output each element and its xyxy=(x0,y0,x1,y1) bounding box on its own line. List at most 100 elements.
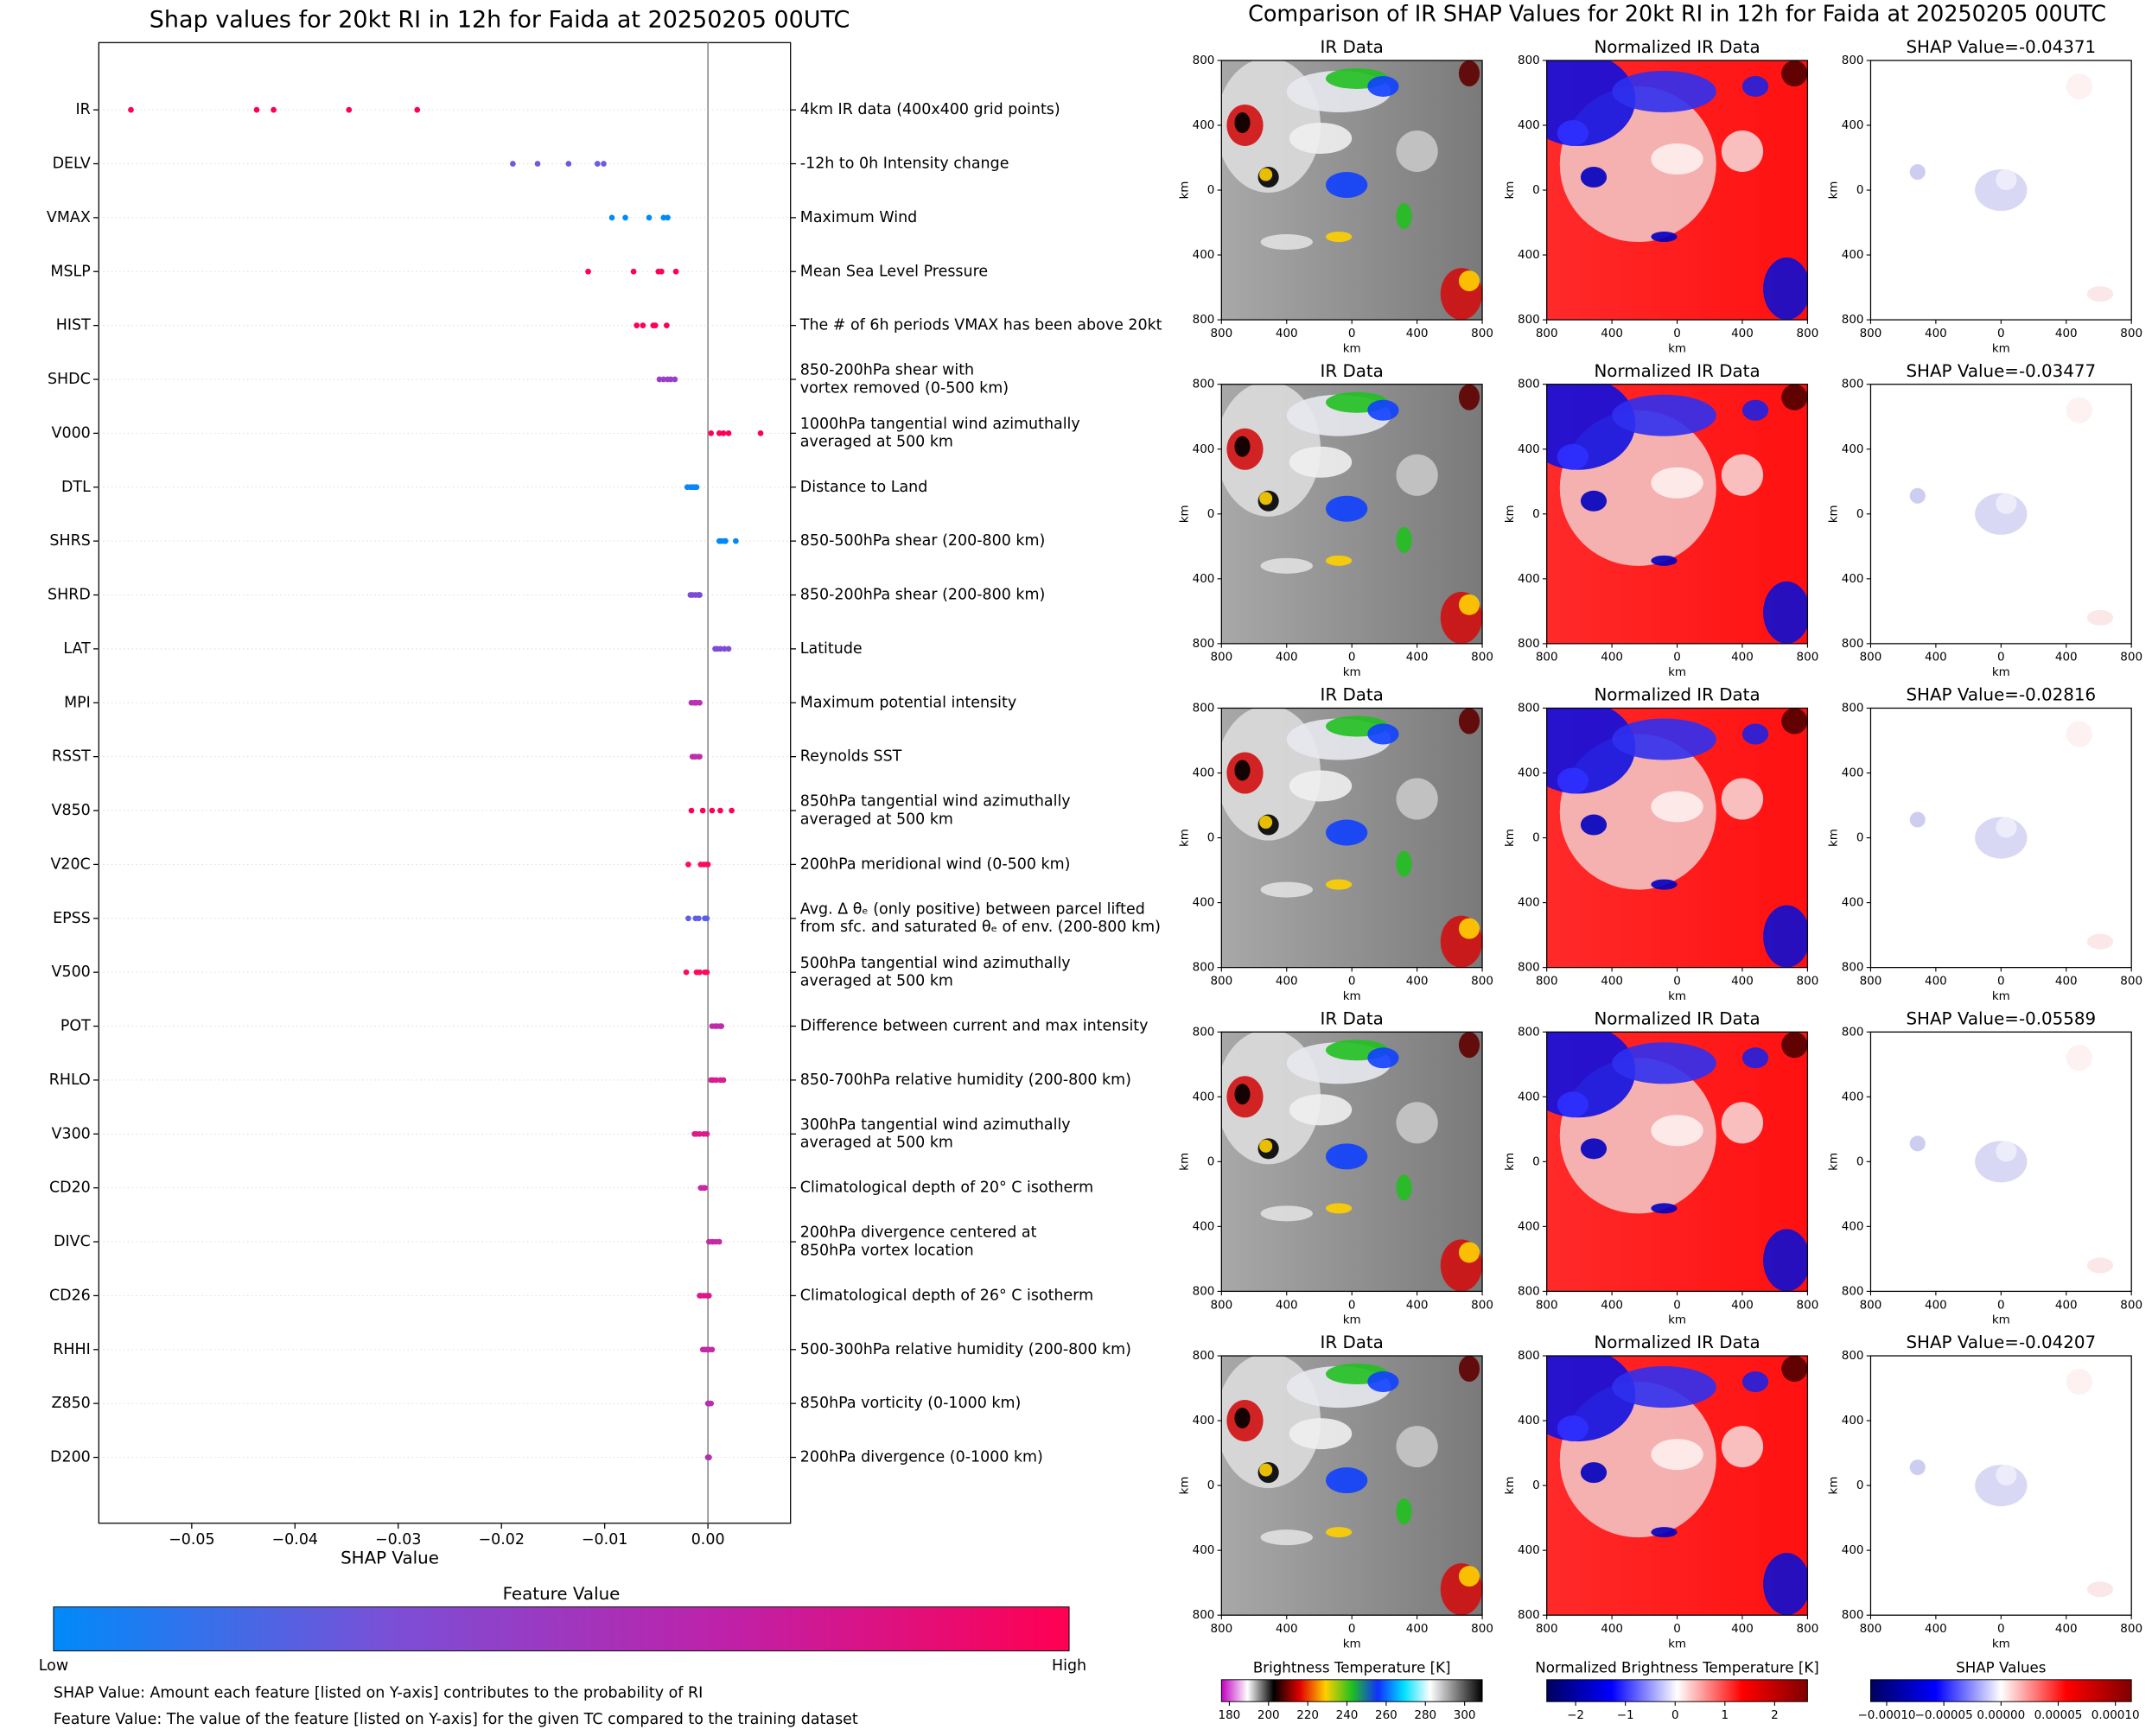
panel-feature xyxy=(1651,467,1703,499)
shap-point xyxy=(697,969,703,976)
x-tick-label: 800 xyxy=(1860,1622,1882,1636)
feature-label: VMAX xyxy=(47,209,91,226)
x-tick-label: 800 xyxy=(1210,1298,1232,1312)
colorbar-tick-label: −2 xyxy=(1567,1708,1584,1722)
x-tick-label: 400 xyxy=(1731,1298,1754,1312)
y-tick-label: 800 xyxy=(1842,1025,1864,1039)
y-tick-label: 800 xyxy=(1518,378,1540,391)
x-tick-label: 400 xyxy=(1276,975,1298,989)
feature-description: 500-300hPa relative humidity (200-800 km… xyxy=(800,1341,1131,1358)
shap-point xyxy=(534,161,541,167)
y-tick-label: 400 xyxy=(1518,572,1540,586)
panel-feature xyxy=(1326,555,1353,566)
panel-feature xyxy=(1260,1529,1313,1546)
colorbar xyxy=(1220,1679,1483,1702)
x-tick-label: 800 xyxy=(1536,1298,1558,1312)
y-tick-label: 400 xyxy=(1518,766,1540,780)
x-tick-label: 400 xyxy=(1925,1622,1947,1636)
colorbar-tick-label: −1 xyxy=(1617,1708,1634,1722)
colorbar-title: Feature Value xyxy=(503,1584,621,1604)
panel-feature xyxy=(1909,1459,1926,1476)
y-axis-label: km xyxy=(1827,1153,1841,1171)
panel-feature xyxy=(1458,708,1480,734)
shap-point xyxy=(717,807,723,814)
feature-description: 200hPa meridional wind (0-500 km) xyxy=(800,855,1071,873)
x-tick-label: 400 xyxy=(2055,1622,2078,1636)
panel-feature xyxy=(2066,1369,2092,1396)
y-tick-label: 800 xyxy=(1518,54,1540,67)
panel-feature xyxy=(1741,75,1769,97)
y-tick-label: 800 xyxy=(1842,961,1864,975)
x-tick-label: 400 xyxy=(1731,327,1754,340)
colorbar-tick-label: 2 xyxy=(1771,1708,1779,1722)
panel-feature xyxy=(1259,168,1273,181)
feature-label: RHLO xyxy=(49,1071,91,1089)
y-tick-label: 800 xyxy=(1193,961,1215,975)
x-tick-label: 800 xyxy=(1536,327,1558,340)
y-tick-label: 0 xyxy=(1532,507,1540,521)
y-tick-label: 800 xyxy=(1842,1284,1864,1298)
feature-label: IR xyxy=(76,101,91,118)
colorbar-tick-label: 300 xyxy=(1454,1708,1476,1722)
shap-point xyxy=(721,645,728,652)
y-axis-label: km xyxy=(1503,829,1517,847)
y-tick-label: 0 xyxy=(1207,507,1215,521)
shap-point xyxy=(705,1293,712,1299)
shap-point xyxy=(659,268,665,275)
feature-label: SHRS xyxy=(49,532,90,550)
feature-description: 850hPa tangential wind azimuthally xyxy=(800,793,1071,811)
x-tick-label: 400 xyxy=(1601,1298,1623,1312)
feature-label: V850 xyxy=(52,802,91,819)
colorbar-tick-label: 220 xyxy=(1296,1708,1319,1722)
y-tick-label: 0 xyxy=(1856,831,1864,845)
feature-description: Avg. Δ θₑ (only positive) between parcel… xyxy=(800,900,1145,918)
y-tick-label: 400 xyxy=(1193,1543,1215,1557)
panel-image xyxy=(1221,1356,1483,1616)
panel-feature xyxy=(1612,1042,1716,1084)
feature-description: 850hPa vorticity (0-1000 km) xyxy=(800,1395,1022,1412)
panel-feature xyxy=(2086,1581,2114,1598)
colorbar-tick-label: 0.00010 xyxy=(2092,1708,2140,1722)
x-tick-label: 400 xyxy=(1601,327,1623,340)
colorbar-low: Low xyxy=(39,1657,68,1675)
x-axis-label: km xyxy=(1668,989,1686,1003)
panel-feature xyxy=(1721,1426,1764,1468)
panel-feature xyxy=(1396,130,1438,173)
y-tick-label: 800 xyxy=(1842,378,1864,391)
x-tick-label: 400 xyxy=(2055,975,2078,989)
x-axis-label: km xyxy=(1668,1637,1686,1651)
panel-feature xyxy=(1458,1566,1480,1587)
x-tick-label: 800 xyxy=(1471,1298,1493,1312)
y-tick-label: 800 xyxy=(1193,1608,1215,1622)
panel-feature xyxy=(1396,1426,1438,1468)
feature-label: V500 xyxy=(52,963,91,981)
y-tick-label: 800 xyxy=(1842,313,1864,327)
x-tick-label: 800 xyxy=(1860,651,1882,665)
colorbar-tick-label: 0.00005 xyxy=(2034,1708,2083,1722)
shap-point xyxy=(716,430,723,436)
panel-feature xyxy=(1651,1439,1703,1471)
y-tick-label: 400 xyxy=(1842,1090,1864,1103)
panel-feature xyxy=(1781,708,1808,734)
x-tick-label: 400 xyxy=(1406,327,1429,340)
panel-feature xyxy=(1651,879,1678,890)
panel-feature xyxy=(1781,384,1808,410)
x-tick-label: 800 xyxy=(1210,327,1232,340)
panel-feature xyxy=(1557,1091,1589,1118)
panel-feature xyxy=(1741,399,1769,421)
y-tick-label: 800 xyxy=(1518,1025,1540,1039)
feature-label: DIVC xyxy=(54,1233,91,1250)
y-tick-label: 800 xyxy=(1518,637,1540,651)
y-tick-label: 800 xyxy=(1842,1608,1864,1622)
x-tick-label: 0 xyxy=(1997,975,2005,989)
panel-feature xyxy=(1763,581,1808,644)
panel-feature xyxy=(1612,1366,1716,1409)
shap-point xyxy=(704,969,710,976)
feature-label: V000 xyxy=(52,424,91,442)
x-tick-label: 0 xyxy=(1673,1298,1681,1312)
x-axis-label: km xyxy=(1668,1313,1686,1327)
panel-feature xyxy=(1909,1135,1926,1152)
feature-description: 1000hPa tangential wind azimuthally xyxy=(800,416,1080,433)
shap-point xyxy=(640,322,646,328)
shap-point xyxy=(696,915,702,922)
